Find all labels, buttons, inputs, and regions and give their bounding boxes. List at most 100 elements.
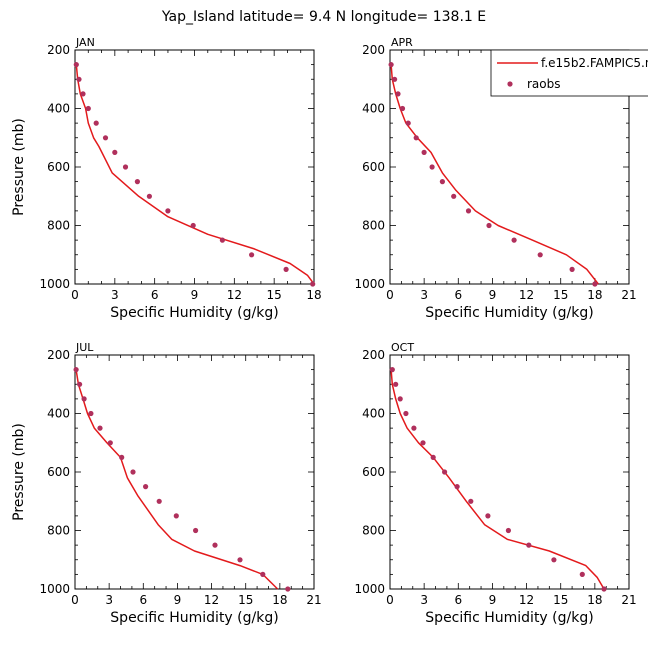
x-tick-label: 18 (272, 593, 287, 607)
x-tick-label: 3 (420, 288, 428, 302)
raobs-point (76, 76, 82, 82)
raobs-point (107, 440, 113, 446)
x-tick-label: 9 (191, 288, 199, 302)
x-tick-label: 18 (587, 593, 602, 607)
raobs-point (119, 454, 125, 460)
raobs-point (212, 542, 218, 548)
raobs-point (388, 62, 394, 68)
x-tick-label: 15 (553, 288, 568, 302)
legend: f.e15b2.FAMPIC5.n raobs (490, 49, 648, 97)
plot-frame (74, 354, 315, 590)
raobs-point (397, 396, 403, 402)
legend-box (490, 49, 648, 97)
y-tick-label: 200 (47, 43, 70, 57)
x-tick-label: 0 (71, 593, 79, 607)
y-tick-label: 800 (362, 219, 385, 233)
figure-title: Yap_Island latitude= 9.4 N longitude= 13… (161, 9, 486, 25)
y-tick-label: 600 (47, 465, 70, 479)
x-tick-label: 6 (454, 288, 462, 302)
x-axis-label: Specific Humidity (g/kg) (425, 610, 593, 626)
raobs-point (601, 586, 607, 592)
y-tick-label: 400 (47, 102, 70, 116)
raobs-point (143, 484, 149, 490)
x-tick-label: 15 (238, 593, 253, 607)
raobs-point (389, 367, 395, 373)
x-tick-label: 6 (151, 288, 159, 302)
x-tick-label: 12 (519, 288, 534, 302)
raobs-point (156, 498, 162, 504)
raobs-point (592, 281, 598, 287)
raobs-point (88, 410, 94, 417)
raobs-point (413, 135, 419, 141)
y-tick-label: 600 (362, 465, 385, 479)
raobs-point (486, 222, 492, 229)
plot-frame (74, 49, 315, 285)
raobs-point (73, 367, 79, 373)
x-tick-label: 9 (489, 288, 497, 302)
y-tick-label: 800 (47, 524, 70, 538)
y-tick-label: 600 (47, 160, 70, 174)
y-axis-label: Pressure (mb) (11, 423, 27, 521)
raobs-point (395, 91, 401, 97)
y-tick-label: 400 (362, 102, 385, 116)
raobs-point (454, 484, 460, 490)
panel-title: APR (391, 36, 413, 49)
panel-apr: 0 3 6 9 12 15 18 21 200 400 600 800 1000 APR Specific … (354, 36, 636, 321)
x-tick-label: 15 (553, 593, 568, 607)
raobs-point (146, 193, 152, 199)
x-tick-label: 21 (621, 593, 636, 607)
panel-jul: 0 3 6 9 12 15 18 21 200 400 600 800 1000 JUL Specific … (11, 341, 322, 626)
raobs-point (73, 62, 79, 68)
raobs-point (537, 252, 543, 258)
raobs-point (465, 208, 472, 214)
raobs-point (173, 513, 179, 519)
x-tick-label: 6 (454, 593, 462, 607)
y-tick-label: 200 (362, 43, 385, 57)
y-axis-label: Pressure (mb) (11, 118, 27, 216)
raobs-point (411, 425, 417, 431)
panel-title: JAN (75, 36, 95, 49)
x-tick-label: 6 (139, 593, 147, 607)
raobs-point (551, 557, 557, 563)
model-profile-line (75, 64, 315, 285)
raobs-point (526, 542, 532, 548)
model-profile-line (75, 369, 279, 590)
raobs-point (430, 454, 436, 460)
raobs-point (421, 149, 427, 155)
raobs-point (102, 135, 109, 141)
raobs-point (439, 179, 445, 185)
raobs-point (420, 440, 426, 446)
x-tick-label: 21 (306, 593, 321, 607)
raobs-point (93, 120, 99, 126)
raobs-point (393, 381, 399, 387)
raobs-point (77, 381, 83, 387)
raobs-point (399, 105, 406, 112)
y-tick-label: 1000 (39, 582, 70, 596)
x-tick-label: 21 (621, 288, 636, 302)
legend-model-label: f.e15b2.FAMPIC5.n (541, 56, 648, 70)
panel-title: JUL (75, 341, 94, 354)
y-tick-label: 200 (47, 348, 70, 362)
x-tick-label: 9 (174, 593, 182, 607)
x-tick-label: 3 (111, 288, 119, 302)
x-tick-label: 12 (204, 593, 219, 607)
raobs-point (85, 105, 91, 112)
x-tick-label: 0 (386, 593, 394, 607)
raobs-point (283, 266, 289, 272)
raobs-point (112, 149, 118, 155)
y-tick-label: 600 (362, 160, 385, 174)
x-tick-label: 9 (489, 593, 497, 607)
raobs-point (237, 557, 243, 563)
y-tick-label: 1000 (354, 582, 385, 596)
y-tick-label: 200 (362, 348, 385, 362)
y-tick-label: 1000 (39, 277, 70, 291)
raobs-point (81, 396, 87, 402)
legend-raobs-label: raobs (527, 77, 561, 91)
raobs-point (285, 586, 291, 592)
raobs-point (122, 164, 129, 170)
raobs-point (569, 266, 575, 272)
raobs-point (468, 498, 474, 504)
raobs-point (429, 164, 435, 170)
plot-frame (389, 354, 630, 590)
